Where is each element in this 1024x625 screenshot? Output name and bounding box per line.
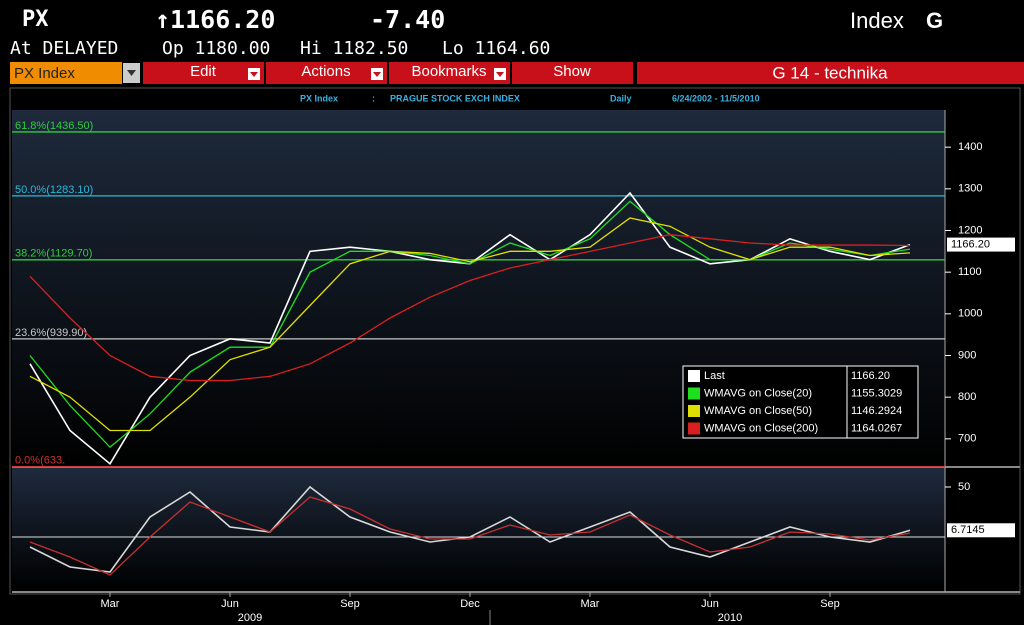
last-price: ↑1166.20 bbox=[155, 5, 275, 34]
series-line bbox=[29, 496, 911, 576]
chart-index-name: PRAGUE STOCK EXCH INDEX bbox=[390, 93, 520, 103]
security-field-text[interactable]: PX Index bbox=[14, 65, 75, 82]
legend-value: 1166.20 bbox=[851, 370, 890, 382]
function-key: G bbox=[926, 8, 943, 33]
y-tick-label: 800 bbox=[958, 391, 976, 403]
legend-value: 1155.3029 bbox=[851, 387, 902, 399]
fibonacci-label: 50.0%(1283.10) bbox=[15, 184, 93, 196]
security-type: Index bbox=[850, 8, 904, 33]
plots: 700 800 900 1000 1100 1200 1300 1400 61.8%(1436.… bbox=[12, 120, 1015, 625]
y-tick-label: 900 bbox=[958, 349, 976, 361]
low-price: Lo 1164.60 bbox=[442, 38, 550, 59]
menu-button[interactable] bbox=[266, 62, 387, 84]
legend-value: 1164.0267 bbox=[851, 422, 902, 434]
x-tick-label: Mar bbox=[101, 598, 120, 610]
legend-swatch bbox=[688, 422, 700, 435]
fibonacci-label: 38.2%(1129.70) bbox=[15, 248, 92, 260]
page-title-bar bbox=[637, 62, 1024, 84]
series-line bbox=[29, 234, 911, 382]
y-tick-label: 1000 bbox=[958, 308, 982, 320]
dropdown-arrow bbox=[250, 72, 258, 77]
legend-value: 1146.2924 bbox=[851, 405, 902, 417]
fibonacci-label: 23.6%(939.90) bbox=[15, 327, 87, 339]
security-field[interactable] bbox=[10, 62, 122, 84]
price-change: -7.40 bbox=[370, 5, 445, 34]
last-value-tag bbox=[947, 523, 1015, 538]
ticker: PX bbox=[22, 7, 49, 32]
chart-period: Daily bbox=[610, 93, 632, 103]
last-value-label: 6.7145 bbox=[951, 524, 985, 536]
legend-label: WMAVG on Close(50) bbox=[704, 405, 812, 417]
menu-label[interactable]: Edit bbox=[190, 63, 217, 80]
x-tick-label: Jun bbox=[701, 598, 719, 610]
menu-label[interactable]: Actions bbox=[301, 63, 350, 80]
x-tick-label: Sep bbox=[340, 598, 360, 610]
y-tick-label: 1100 bbox=[958, 266, 982, 278]
x-tick-label: Dec bbox=[460, 598, 480, 610]
y-tick-label: 700 bbox=[958, 433, 976, 445]
legend-swatch bbox=[688, 370, 700, 382]
x-group-label: 2009 bbox=[238, 612, 262, 624]
y-tick-label: 1200 bbox=[958, 224, 982, 236]
x-tick-label: Mar bbox=[581, 598, 600, 610]
dropdown-arrow bbox=[496, 72, 504, 77]
y-tick-label: 1300 bbox=[958, 183, 982, 195]
legend-box bbox=[682, 365, 919, 439]
last-value-tag bbox=[947, 237, 1015, 252]
menu-label[interactable]: Show bbox=[553, 63, 591, 80]
menu-label[interactable]: Bookmarks bbox=[411, 63, 486, 80]
oscillator-plot-area bbox=[12, 468, 945, 590]
series-line bbox=[29, 217, 911, 432]
last-value-label: 1166.20 bbox=[951, 238, 990, 250]
legend-label: WMAVG on Close(200) bbox=[704, 422, 818, 434]
dropdown-arrow bbox=[127, 70, 136, 76]
fibonacci-label: 0.0%(633. bbox=[15, 455, 65, 467]
open-price: Op 1180.00 bbox=[162, 38, 270, 59]
series-line bbox=[29, 200, 911, 449]
menu-bar: Edit Actions Bookmarks Show bbox=[143, 62, 633, 84]
chart-range: 6/24/2002 - 11/5/2010 bbox=[672, 93, 760, 103]
x-tick-label: Jun bbox=[221, 598, 239, 610]
legend-swatch bbox=[688, 405, 700, 417]
chart-security: PX Index bbox=[300, 93, 338, 103]
legend-label: WMAVG on Close(20) bbox=[704, 387, 812, 399]
status: At DELAYED bbox=[10, 38, 118, 59]
menu-button[interactable] bbox=[389, 62, 510, 84]
dropdown-arrow bbox=[373, 72, 381, 77]
chart-frame bbox=[9, 87, 1021, 595]
x-tick-label: Sep bbox=[820, 598, 840, 610]
y-tick-label: 50 bbox=[958, 481, 970, 493]
chart-separator: : bbox=[372, 93, 375, 103]
legend-label: Last bbox=[704, 370, 725, 382]
menu-button[interactable] bbox=[512, 62, 633, 84]
page-title: G 14 - technika bbox=[772, 63, 888, 82]
x-group-label: 2010 bbox=[718, 612, 742, 624]
menu-button[interactable] bbox=[143, 62, 264, 84]
legend-swatch bbox=[688, 387, 700, 400]
y-tick-label: 1400 bbox=[958, 141, 982, 153]
series-line bbox=[29, 485, 911, 573]
fibonacci-label: 61.8%(1436.50) bbox=[15, 120, 93, 132]
high-price: Hi 1182.50 bbox=[300, 38, 408, 59]
